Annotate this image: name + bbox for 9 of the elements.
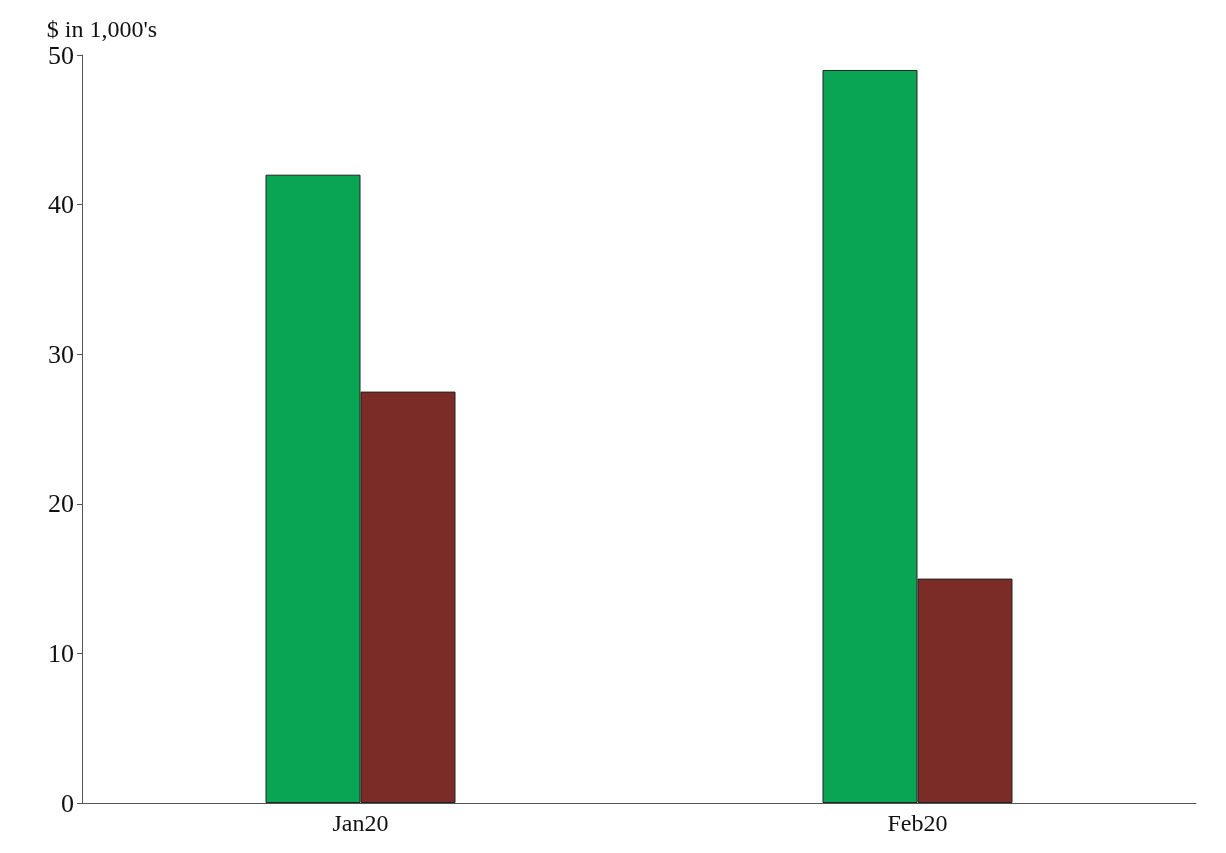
y-tick-label: 40 <box>48 190 74 220</box>
y-tick-label: 50 <box>48 40 74 70</box>
x-tick-label: Jan20 <box>332 810 389 836</box>
y-tick-label: 0 <box>61 788 74 818</box>
x-tick-label: Feb20 <box>887 810 948 836</box>
y-tick-label: 20 <box>48 489 74 519</box>
y-tick-label: 30 <box>48 339 74 369</box>
y-axis-title: $ in 1,000's <box>46 16 158 42</box>
y-tick-label: 10 <box>48 638 74 668</box>
